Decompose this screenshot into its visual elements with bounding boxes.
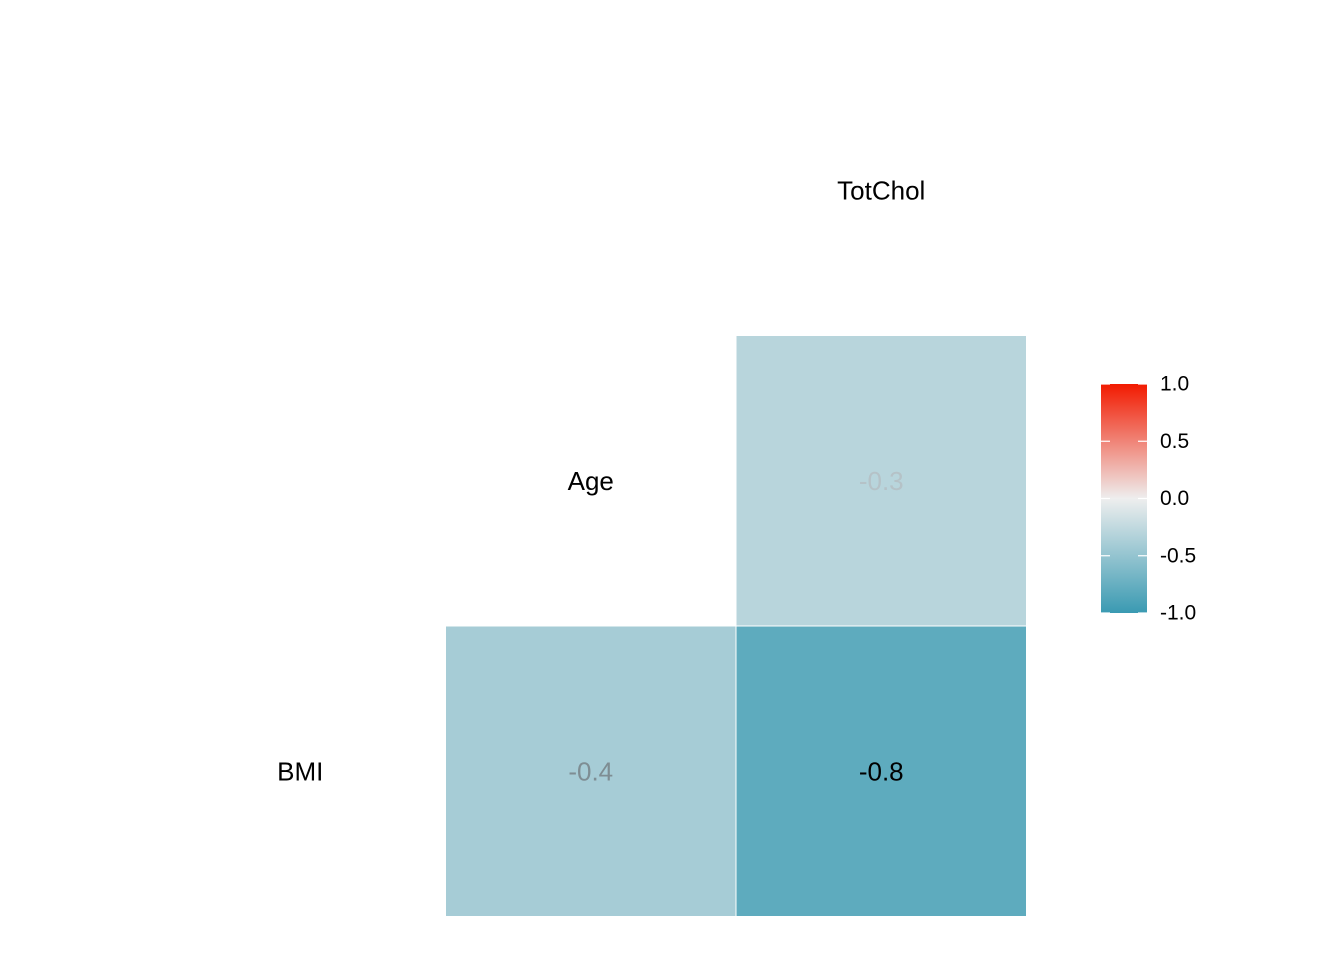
- legend-tick-label: 0.5: [1160, 430, 1189, 453]
- cell-age-totchol: [735, 335, 1027, 627]
- legend-tick-label: -1.0: [1160, 602, 1196, 625]
- cell-bmi-age: [445, 625, 737, 917]
- cells-layer: -0.3 -0.4 -0.8: [445, 335, 1027, 917]
- legend-tick-label: 1.0: [1160, 373, 1189, 396]
- variable-labels: BMI Age TotChol: [277, 175, 925, 786]
- legend-tick-label: 0.0: [1160, 487, 1189, 510]
- cell-value-bmi-totchol: -0.8: [859, 756, 904, 786]
- cell-value-age-totchol: -0.3: [859, 466, 904, 496]
- variable-label-bmi: BMI: [277, 756, 323, 786]
- cell-bmi-totchol: [735, 625, 1027, 917]
- legend-tick-label: -0.5: [1160, 544, 1196, 567]
- color-legend: 1.0 0.5 0.0 -0.5 -1.0: [1101, 373, 1196, 625]
- variable-label-totchol: TotChol: [837, 175, 925, 205]
- cell-value-bmi-age: -0.4: [568, 756, 613, 786]
- variable-label-age: Age: [568, 466, 614, 496]
